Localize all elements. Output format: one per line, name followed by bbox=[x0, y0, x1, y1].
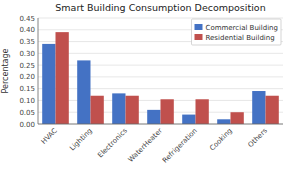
x-tick-label: Lighting bbox=[68, 127, 94, 153]
chart-container: Smart Building Consumption Decomposition… bbox=[0, 0, 289, 174]
y-tick-label: 0.20 bbox=[19, 73, 35, 81]
bars bbox=[42, 32, 279, 124]
x-tick-label: HVAC bbox=[40, 127, 59, 146]
legend: Commercial Building Residential Building bbox=[192, 19, 282, 45]
legend-label: Residential Building bbox=[206, 34, 275, 42]
grid-line bbox=[38, 18, 283, 19]
bar bbox=[112, 93, 125, 124]
grid bbox=[38, 18, 283, 124]
bar bbox=[77, 60, 90, 124]
y-tick-label: 0.25 bbox=[19, 62, 35, 70]
y-axis-label: Percentage bbox=[1, 48, 10, 93]
bar bbox=[217, 119, 230, 124]
legend-swatch bbox=[195, 34, 203, 40]
y-tick-label: 0.45 bbox=[19, 15, 35, 23]
y-tick-label: 0.05 bbox=[19, 109, 35, 117]
y-tick-label: 0.40 bbox=[19, 26, 35, 34]
x-axis-line bbox=[38, 124, 283, 125]
bar bbox=[196, 99, 209, 124]
x-tick-label: Electronics bbox=[96, 127, 129, 160]
bar bbox=[231, 112, 244, 124]
grid-line bbox=[38, 88, 283, 89]
legend-frame bbox=[192, 19, 282, 45]
bar bbox=[182, 115, 195, 124]
legend-swatch bbox=[195, 24, 203, 30]
bar bbox=[252, 91, 265, 124]
y-tick-label: 0.35 bbox=[19, 38, 35, 46]
bar bbox=[147, 110, 160, 124]
chart-svg: Smart Building Consumption Decomposition… bbox=[0, 0, 289, 174]
grid-line bbox=[38, 76, 283, 77]
x-tick-label: WaterHeater bbox=[127, 127, 164, 164]
bar bbox=[56, 32, 69, 124]
x-tick-label: Others bbox=[247, 127, 270, 150]
y-tick-label: 0.30 bbox=[19, 50, 35, 58]
grid-line bbox=[38, 53, 283, 54]
y-axis-line bbox=[38, 18, 39, 124]
y-tick-label: 0.10 bbox=[19, 97, 35, 105]
title: Smart Building Consumption Decomposition bbox=[55, 2, 265, 13]
x-tick-label: Refrigeration bbox=[161, 127, 199, 165]
legend-label: Commercial Building bbox=[206, 24, 279, 32]
y-tick-label: 0.00 bbox=[19, 121, 35, 129]
x-tick-label: Cooking bbox=[208, 127, 234, 153]
y-tick-label: 0.15 bbox=[19, 85, 35, 93]
bar bbox=[161, 99, 174, 124]
bar bbox=[266, 96, 279, 124]
grid-line bbox=[38, 124, 283, 125]
bar bbox=[91, 96, 104, 124]
grid-line bbox=[38, 65, 283, 66]
bar bbox=[42, 44, 55, 124]
bar bbox=[126, 96, 139, 124]
